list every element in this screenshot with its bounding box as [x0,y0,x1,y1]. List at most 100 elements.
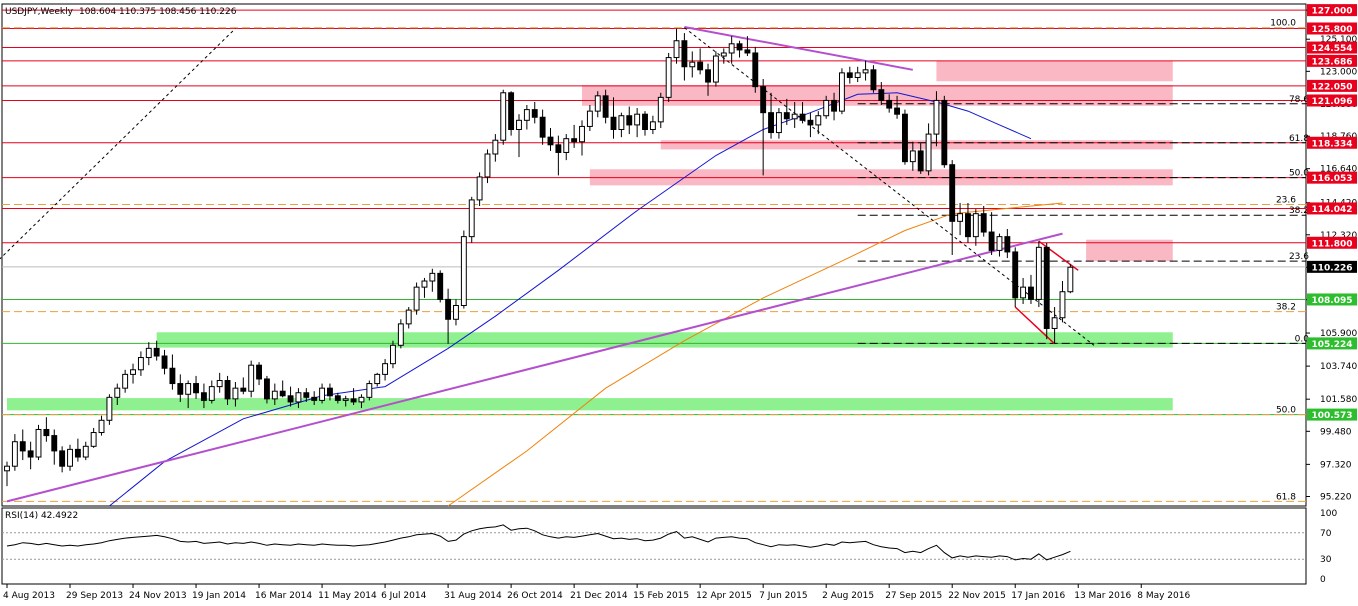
candle [334,392,341,404]
candle [547,127,554,151]
candle [965,202,971,243]
candle [555,135,562,176]
candle [665,52,672,102]
bear-candle-body [752,52,759,88]
bull-candle-body [712,55,719,83]
bear-candle-body [169,367,176,385]
candle [878,82,885,106]
bear-candle-body [547,136,554,146]
support-zone [7,398,1173,411]
bull-candle-body [476,176,483,201]
rsi-tick-label: 0 [1320,575,1326,585]
bear-candle-body [768,112,774,134]
resistance-price-tag-bg [1307,54,1357,67]
bear-candle-body [177,383,184,395]
candle [106,394,113,425]
candle [838,68,845,115]
candle [200,383,207,409]
bull-candle-body [460,236,467,307]
bull-candle-body [838,72,845,112]
candle [98,415,105,436]
time-tick-label: 27 Sep 2015 [885,591,942,601]
candle [82,441,89,461]
bull-candle-body [1051,317,1058,329]
candle [586,105,593,132]
bull-candle-body [854,72,861,78]
candle [500,89,507,145]
candle [563,134,570,161]
bull-candle-body [232,387,239,400]
bull-candle-body [421,280,428,288]
bull-candle-body [248,364,255,392]
channel-lower [1014,306,1056,345]
fibo-short-label: 61.8 [1289,134,1309,144]
resistance-zone [660,140,1173,150]
candle [634,108,641,138]
price-tick-label: 116.640 [1320,165,1357,175]
bull-candle-body [11,441,18,467]
candle [4,461,10,487]
bull-candle-body [823,99,830,117]
long-support-trendline [6,232,1063,503]
bull-candle-body [728,43,735,54]
sma200-line [447,202,1063,507]
candle [492,134,499,162]
bull-candle-body [618,115,625,130]
candle [610,97,617,139]
fibo-long-label: 100.0 [1270,19,1296,29]
resistance-price-tag-bg [1307,22,1357,35]
bull-candle-body [586,110,593,127]
candle [169,354,176,390]
bear-candle-body [917,150,924,172]
bull-candle-body [122,373,129,389]
candle [319,383,326,404]
price-pane: 100.050.061.823.638.278.661.850.038.223.… [0,3,1357,507]
time-tick-label: 4 Aug 2013 [3,591,55,601]
bear-candle-body [965,213,971,238]
bull-candle-body [137,357,144,371]
bear-candle-body [681,40,688,68]
bull-candle-body [484,153,491,178]
bull-candle-body [815,115,822,126]
time-tick-label: 2 Aug 2015 [822,591,874,601]
candle [846,66,853,84]
time-tick-label: 26 Oct 2014 [507,591,563,601]
resistance-price-tag-bg [1307,236,1357,249]
candle [712,51,719,87]
candle [1051,307,1058,344]
candle [854,66,861,83]
candle [327,383,333,401]
resistance-price-tag: 125.800 [1312,25,1353,35]
candle [114,383,121,405]
candle [216,372,223,393]
bear-candle-body [27,450,34,458]
candle [342,395,349,407]
candle [531,101,538,124]
candle [43,417,50,442]
candle [74,438,81,462]
bull-candle-body [216,380,223,388]
price-tick-label: 101.580 [1320,395,1357,405]
bear-candle-body [539,116,546,138]
candle [736,40,743,58]
resistance-price-tag-bg [1307,79,1357,92]
time-tick-label: 17 Jan 2016 [1011,591,1065,601]
candle [67,444,73,471]
resistance-price-tag: 124.554 [1312,44,1353,54]
bull-candle-body [523,109,530,121]
candle [1004,228,1011,259]
bear-candle-body [161,355,168,369]
bull-candle-body [500,92,507,141]
candle [1035,241,1042,308]
price-tick-label: 105.900 [1320,329,1357,339]
bear-candle-body [59,450,66,467]
bull-candle-body [405,309,412,325]
bull-candle-body [957,213,964,222]
candle [358,394,365,409]
candle [256,362,262,386]
bull-candle-body [1067,266,1074,293]
time-tick-label: 12 Apr 2015 [696,591,752,601]
candle [760,78,767,176]
candle [248,360,255,398]
bull-candle-body [319,387,326,401]
